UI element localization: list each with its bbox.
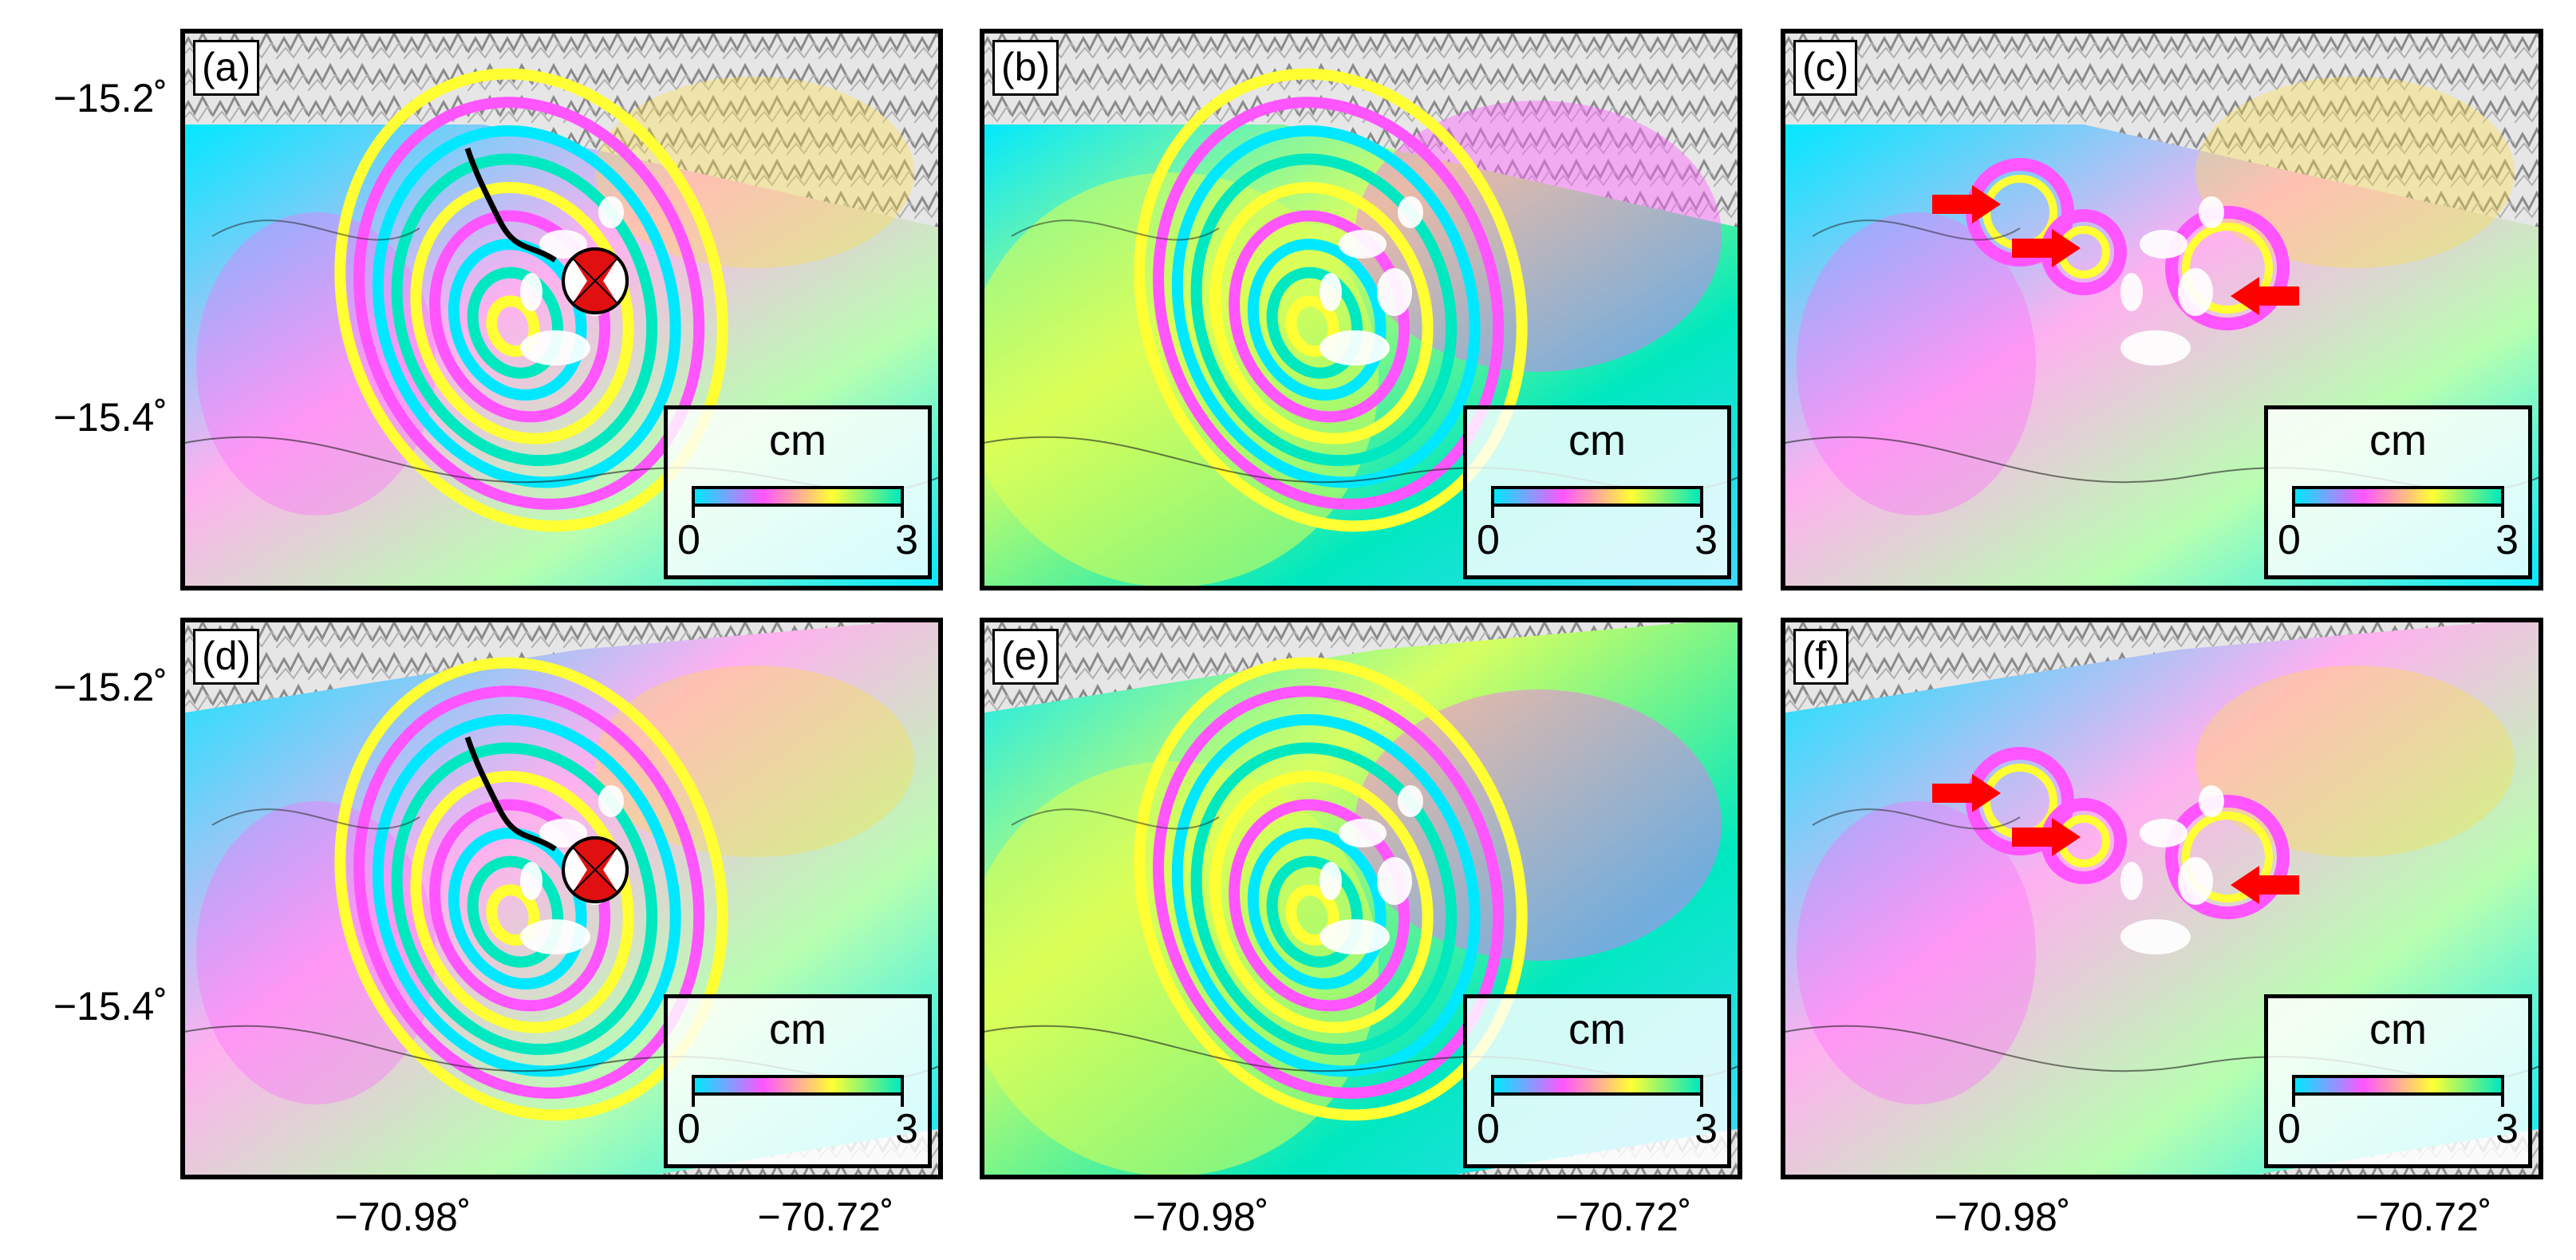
fringe-ring: [353, 685, 705, 1099]
map-panel-f: (f) cm 0 3: [1781, 618, 2543, 1179]
map-panel-d: (d) cm 0 3: [180, 618, 943, 1179]
lat-label-bottom-1: −15.2˚: [53, 665, 168, 709]
red-arrow-2: [2012, 229, 2081, 267]
colorbar-tick-min: [692, 1096, 695, 1107]
lon-label-col1-2: −70.72˚: [757, 1195, 894, 1239]
colorbar-unit: cm: [769, 1005, 826, 1053]
fringe-ring: [1266, 855, 1363, 968]
colorbar-tick-max: [2501, 1096, 2504, 1107]
fringe-ring: [372, 124, 681, 488]
fringe-ring: [334, 68, 728, 532]
colorbar-min-label: 0: [2278, 517, 2301, 563]
colorbar-tick-min: [1491, 507, 1494, 518]
lat-label-bottom-2: −15.4˚: [53, 984, 168, 1029]
colorbar-gradient: [692, 1075, 904, 1096]
fringe-ring: [334, 657, 728, 1121]
red-arrow-1: [1932, 185, 2001, 223]
fringe-ring: [1247, 239, 1387, 401]
colorbar-legend: cm 0 3: [2264, 994, 2532, 1168]
colorbar-tick-min: [2292, 507, 2295, 518]
map-panel-b: (b) cm 0 3: [980, 29, 1742, 591]
red-arrow-1: [1932, 774, 2001, 812]
panel-label-c: (c): [1793, 40, 1858, 96]
red-arrow-3: [2231, 866, 2299, 904]
lat-label-top-2: −15.4˚: [53, 395, 168, 440]
colorbar-unit: cm: [1568, 417, 1626, 464]
fringe-ring: [1171, 713, 1481, 1077]
colorbar-unit: cm: [769, 417, 826, 464]
colorbar-min-label: 0: [2278, 1106, 2301, 1152]
colorbar-min-label: 0: [677, 1106, 700, 1152]
colorbar-max-label: 3: [895, 1106, 918, 1152]
fringe-ring: [467, 855, 564, 968]
fringe-ring: [1153, 685, 1505, 1099]
colorbar-gradient: [2292, 486, 2504, 507]
colorbar-tick-min: [1491, 1096, 1494, 1107]
colorbar-gradient: [692, 486, 904, 507]
colorbar-tick-min: [692, 507, 695, 518]
fringe-ring: [1190, 153, 1458, 467]
colorbar-legend: cm 0 3: [1463, 994, 1731, 1168]
colorbar-tick-max: [901, 1096, 904, 1107]
fringe-ring: [1190, 742, 1458, 1056]
colorbar-unit: cm: [2369, 417, 2427, 464]
focal-mechanism-beachball: [562, 836, 629, 903]
map-panel-c: (c) cm 0 3: [1781, 29, 2543, 591]
panel-label-a: (a): [193, 40, 260, 96]
colorbar-tick-max: [901, 507, 904, 518]
fringe-ring: [1209, 770, 1434, 1033]
map-panel-a: (a) cm 0 3: [180, 29, 943, 591]
map-panel-e: (e) cm 0 3: [980, 618, 1742, 1179]
fringe-ring: [353, 97, 705, 510]
lon-label-col2-2: −70.72˚: [1555, 1195, 1692, 1239]
fringe-ring: [1171, 124, 1481, 488]
lon-label-col2-1: −70.98˚: [1132, 1195, 1269, 1239]
colorbar-tick-max: [2501, 507, 2504, 518]
colorbar-gradient: [1491, 486, 1703, 507]
lon-label-col1-1: −70.98˚: [334, 1195, 471, 1239]
fringe-ring: [1134, 657, 1528, 1121]
colorbar-legend: cm 0 3: [2264, 405, 2532, 579]
colorbar-min-label: 0: [677, 517, 700, 563]
colorbar-max-label: 3: [1694, 517, 1718, 563]
fringe-ring: [1153, 97, 1505, 510]
panel-label-f: (f): [1793, 629, 1849, 685]
focal-mechanism-beachball: [562, 247, 629, 314]
panel-label-d: (d): [193, 629, 260, 685]
fringe-ring: [467, 267, 564, 379]
fringe-ring: [1266, 267, 1363, 379]
fringe-ring: [391, 742, 658, 1056]
fault-trace: [464, 736, 557, 851]
fringe-ring: [391, 153, 658, 467]
fringe-ring: [1134, 68, 1528, 532]
colorbar-max-label: 3: [1694, 1106, 1718, 1152]
colorbar-min-label: 0: [1477, 517, 1500, 563]
colorbar-legend: cm 0 3: [1463, 405, 1731, 579]
red-arrow-3: [2231, 277, 2299, 315]
lat-label-top-1: −15.2˚: [53, 76, 168, 120]
panel-label-b: (b): [992, 40, 1059, 96]
fringe-ring: [372, 713, 681, 1077]
colorbar-gradient: [1491, 1075, 1703, 1096]
colorbar-gradient: [2292, 1075, 2504, 1096]
fringe-ring: [1209, 181, 1434, 444]
panel-label-e: (e): [992, 629, 1059, 685]
colorbar-tick-max: [1700, 1096, 1703, 1107]
colorbar-legend: cm 0 3: [664, 994, 932, 1168]
colorbar-legend: cm 0 3: [664, 405, 932, 579]
colorbar-tick-max: [1700, 507, 1703, 518]
lon-label-col3-2: −70.72˚: [2355, 1195, 2492, 1239]
colorbar-max-label: 3: [2495, 1106, 2519, 1152]
fringe-ring: [1247, 827, 1387, 989]
colorbar-unit: cm: [2369, 1005, 2427, 1053]
fault-trace: [464, 147, 557, 263]
colorbar-tick-min: [2292, 1096, 2295, 1107]
red-arrow-2: [2012, 818, 2081, 856]
lon-label-col3-1: −70.98˚: [1934, 1195, 2071, 1239]
colorbar-max-label: 3: [895, 517, 918, 563]
colorbar-max-label: 3: [2495, 517, 2519, 563]
colorbar-min-label: 0: [1477, 1106, 1500, 1152]
colorbar-unit: cm: [1568, 1005, 1626, 1053]
